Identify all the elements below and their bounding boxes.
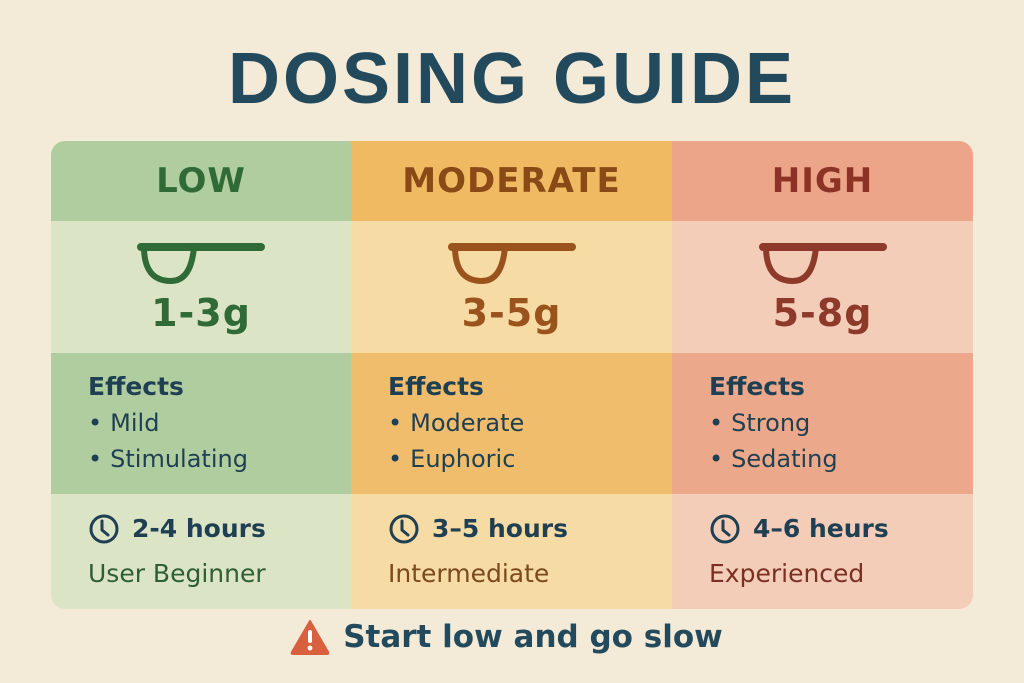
effects-title: Effects (388, 372, 484, 401)
dose-cell-moderate: 3-5g (351, 221, 672, 353)
effect-item: • Strong (709, 409, 811, 437)
duration-text: 3–5 hours (432, 514, 568, 543)
effects-cell-high: Effects • Strong • Sedating (672, 353, 973, 494)
user-level: Intermediate (388, 559, 550, 588)
clock-icon (710, 514, 740, 544)
duration-cell-low: 2-4 hours User Beginner (51, 494, 351, 609)
effect-item: • Moderate (388, 409, 525, 437)
effects-cell-moderate: Effects • Moderate • Euphoric (351, 353, 672, 494)
dose-amount: 3-5g (461, 291, 562, 335)
user-level: User Beginner (88, 559, 266, 588)
effects-cell-low: Effects • Mild • Stimulating (51, 353, 351, 494)
duration-cell-moderate: 3–5 hours Intermediate (351, 494, 672, 609)
footer-warning: Start low and go slow (0, 618, 1024, 656)
scoop-icon (137, 243, 265, 285)
page-title: DOSING GUIDE (227, 39, 797, 119)
dosing-table: LOW MODERATE HIGH 1-3g 3-5g 5-8g Effects… (51, 141, 973, 609)
header-high: HIGH (672, 141, 973, 221)
duration-text: 4–6 heurs (753, 514, 889, 543)
effect-item: • Mild (88, 409, 160, 437)
effect-item: • Stimulating (88, 445, 248, 473)
effect-item: • Euphoric (388, 445, 516, 473)
dose-cell-high: 5-8g (672, 221, 973, 353)
clock-icon (89, 514, 119, 544)
dose-amount: 5-8g (772, 291, 873, 335)
warning-icon (290, 620, 330, 655)
user-level: Experienced (709, 559, 865, 588)
duration-text: 2-4 hours (132, 514, 266, 543)
dose-cell-low: 1-3g (51, 221, 351, 353)
scoop-icon (447, 243, 576, 285)
footer-text: Start low and go slow (343, 619, 723, 655)
clock-icon (389, 514, 419, 544)
effect-item: • Sedating (709, 445, 838, 473)
header-moderate: MODERATE (351, 141, 672, 221)
effects-title: Effects (709, 372, 805, 401)
effects-title: Effects (88, 372, 184, 401)
scoop-icon (758, 243, 887, 285)
header-low: LOW (51, 141, 351, 221)
duration-cell-high: 4–6 heurs Experienced (672, 494, 973, 609)
dose-amount: 1-3g (151, 291, 251, 335)
